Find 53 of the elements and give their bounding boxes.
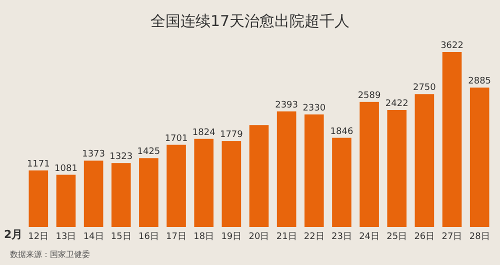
x-tick-label: 24日: [359, 232, 380, 242]
chart-title: 全国连续17天治愈出院超千人: [150, 12, 350, 30]
bar: [414, 94, 434, 227]
bar: [360, 102, 379, 227]
data-label: 1373: [82, 150, 106, 160]
bar: [111, 163, 131, 227]
bar: [387, 110, 407, 227]
source-note: 数据来源：国家卫健委: [10, 250, 90, 259]
x-axis-title: 2月: [4, 228, 23, 241]
bar: [84, 160, 104, 227]
x-tick-label: 23日: [331, 232, 352, 242]
data-label: 2750: [412, 83, 436, 94]
data-label: 1323: [110, 152, 133, 162]
x-tick-label: 16日: [138, 232, 159, 242]
bar: [28, 170, 48, 227]
data-label: 1081: [54, 164, 78, 174]
data-label: 1779: [220, 130, 244, 140]
bar: [332, 138, 352, 227]
bar: [194, 138, 214, 227]
x-tick-label: 12日: [28, 232, 49, 242]
data-label: 1425: [137, 147, 160, 158]
bar: [442, 52, 462, 227]
x-tick-label: 28日: [469, 232, 490, 242]
x-tick-label: 26日: [414, 232, 435, 242]
x-tick-label: 19日: [221, 232, 242, 242]
data-label: 2393: [275, 100, 298, 110]
x-tick-label: 13日: [56, 232, 76, 242]
bar: [139, 158, 158, 227]
data-label: 3622: [440, 41, 464, 51]
bar: [166, 144, 186, 227]
x-tick-label: 22日: [304, 232, 324, 242]
data-label: 1171: [26, 159, 50, 170]
bar: [276, 111, 296, 227]
x-tick-label: 14日: [83, 232, 104, 242]
x-tick-label: 27日: [442, 232, 462, 242]
x-tick-label: 20日: [248, 232, 270, 242]
data-label: 1824: [192, 128, 216, 138]
data-label: 1846: [330, 126, 354, 137]
bar: [304, 114, 324, 227]
data-label: 2330: [302, 103, 326, 114]
bar: [222, 141, 242, 227]
x-tick-label: 21日: [276, 232, 297, 242]
x-tick-label: 25日: [386, 232, 408, 242]
x-tick-label: 15日: [110, 232, 132, 242]
data-label: 2885: [468, 76, 492, 87]
x-tick-label: 18日: [194, 232, 214, 242]
x-tick-label: 17日: [166, 232, 187, 242]
data-label: 2422: [385, 98, 408, 109]
bar: [470, 88, 490, 227]
data-label: 2589: [358, 90, 382, 101]
bar: [56, 174, 76, 227]
data-label: 1701: [164, 134, 188, 144]
bar: [249, 125, 269, 227]
